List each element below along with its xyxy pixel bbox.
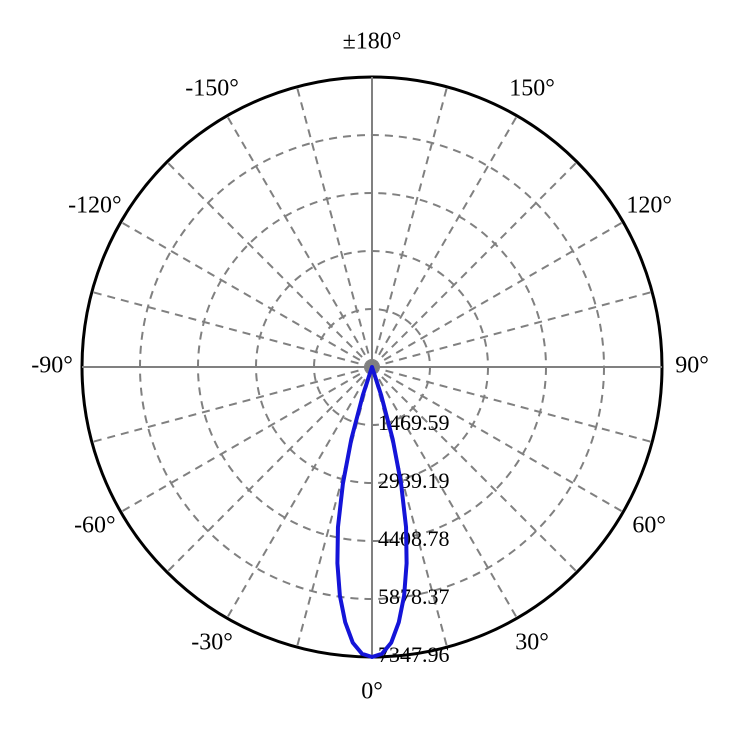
radial-value-label: 2939.19 bbox=[378, 468, 450, 493]
grid-spoke bbox=[121, 367, 372, 512]
angle-label: 60° bbox=[632, 513, 666, 539]
angle-label: 0° bbox=[361, 679, 383, 705]
grid-spoke bbox=[372, 87, 447, 367]
grid-spoke bbox=[92, 292, 372, 367]
grid-spoke bbox=[92, 367, 372, 442]
radial-value-label: 5878.37 bbox=[378, 584, 450, 609]
grid-spoke bbox=[372, 116, 517, 367]
angle-label: -60° bbox=[74, 513, 116, 539]
polar-chart: 1469.592939.194408.785878.377347.96 0°30… bbox=[0, 0, 744, 744]
radial-labels: 1469.592939.194408.785878.377347.96 bbox=[378, 410, 450, 667]
radial-value-label: 4408.78 bbox=[378, 526, 450, 551]
grid-spoke bbox=[297, 87, 372, 367]
angle-label: ±180° bbox=[343, 29, 402, 55]
grid-spoke bbox=[372, 162, 577, 367]
angle-label: -120° bbox=[68, 193, 122, 219]
angle-label: 30° bbox=[515, 630, 549, 656]
grid-spoke bbox=[372, 292, 652, 367]
grid-spoke bbox=[227, 116, 372, 367]
angle-label: 150° bbox=[509, 75, 555, 101]
grid-spoke bbox=[167, 367, 372, 572]
grid-spoke bbox=[167, 162, 372, 367]
grid-spoke bbox=[372, 222, 623, 367]
grid-spoke bbox=[227, 367, 372, 618]
angle-label: -90° bbox=[31, 353, 73, 379]
angle-label: -30° bbox=[191, 630, 233, 656]
angle-label: 120° bbox=[626, 193, 672, 219]
grid-spoke bbox=[121, 222, 372, 367]
angle-label: -150° bbox=[185, 75, 239, 101]
angle-label: 90° bbox=[675, 353, 709, 379]
